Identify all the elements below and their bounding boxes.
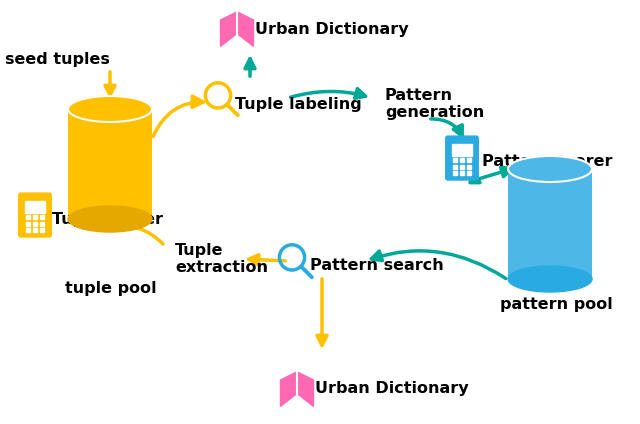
Bar [26, 222, 29, 226]
FancyBboxPatch shape [19, 193, 51, 237]
Bar [460, 165, 464, 169]
Bar [33, 215, 37, 219]
Polygon shape [238, 12, 253, 46]
Bar [452, 144, 472, 156]
Bar [40, 215, 44, 219]
Bar [467, 159, 471, 162]
Bar [452, 159, 457, 162]
Polygon shape [68, 109, 152, 219]
Text: Urban Dictionary: Urban Dictionary [315, 382, 468, 396]
Ellipse shape [508, 156, 592, 182]
Ellipse shape [508, 266, 592, 292]
Text: tuple pool: tuple pool [65, 282, 157, 296]
Text: seed tuples: seed tuples [5, 51, 110, 67]
Polygon shape [280, 372, 296, 406]
Text: Tuple
extraction: Tuple extraction [175, 243, 268, 275]
Text: pattern pool: pattern pool [500, 296, 612, 312]
Bar [460, 171, 464, 175]
Text: Tuple labeling: Tuple labeling [235, 97, 362, 112]
Bar [452, 171, 457, 175]
Bar [33, 229, 37, 232]
Text: Pattern search: Pattern search [310, 259, 444, 273]
Bar [460, 159, 464, 162]
Polygon shape [221, 12, 236, 46]
Ellipse shape [68, 96, 152, 122]
Bar [26, 215, 29, 219]
Ellipse shape [68, 206, 152, 232]
Bar [467, 165, 471, 169]
Bar [452, 165, 457, 169]
Text: Pattern
generation: Pattern generation [385, 88, 484, 120]
Bar [33, 222, 37, 226]
Bar [40, 229, 44, 232]
Text: Tuple scorer: Tuple scorer [52, 212, 163, 226]
Polygon shape [508, 169, 592, 279]
Text: Pattern scorer: Pattern scorer [482, 154, 612, 170]
Polygon shape [298, 372, 314, 406]
Text: Urban Dictionary: Urban Dictionary [255, 22, 408, 36]
Bar [40, 222, 44, 226]
Bar [26, 229, 29, 232]
FancyBboxPatch shape [445, 136, 478, 180]
Bar [467, 171, 471, 175]
Bar [24, 201, 45, 213]
